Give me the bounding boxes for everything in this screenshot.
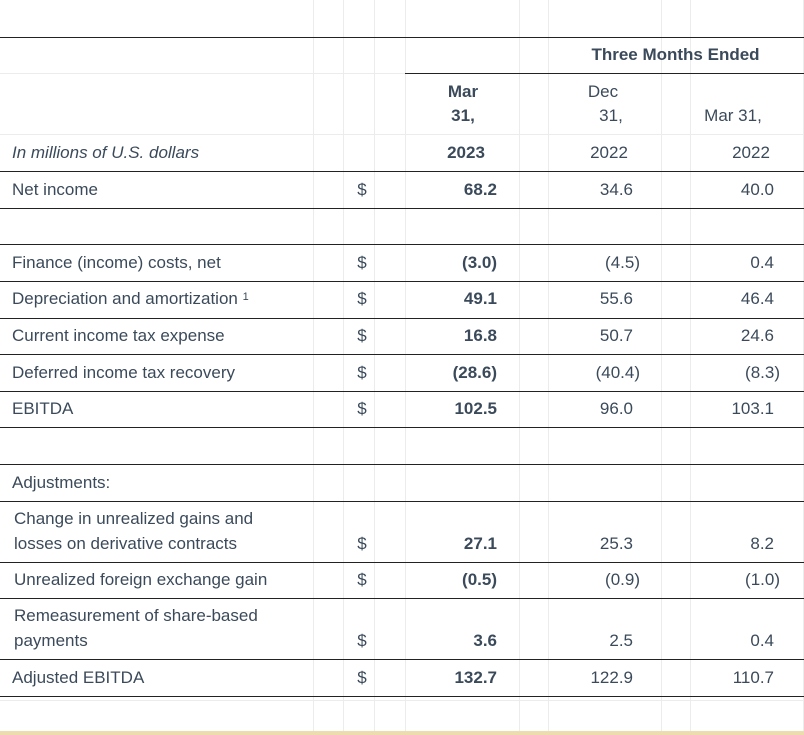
col2-year: 2022 (590, 143, 628, 162)
currency-symbol: $ (357, 180, 367, 199)
ebitda-col1: 102.5 (454, 399, 497, 418)
period-group-title: Three Months Ended (591, 45, 760, 64)
row-depreciation-label: Depreciation and amortization 1 (12, 287, 249, 311)
deferred-tax-col2: (40.4) (595, 363, 640, 382)
depreciation-col1: 49.1 (463, 289, 497, 308)
current-tax-col2: 50.7 (599, 326, 633, 345)
net-income-col3: 40.0 (740, 180, 774, 199)
row-deferred-tax-label: Deferred income tax recovery (12, 363, 235, 382)
col2-header-line2: 31, (599, 106, 623, 125)
row-adjusted-ebitda-label: Adjusted EBITDA (12, 668, 145, 687)
share-based-col3: 0.4 (750, 631, 774, 650)
col2-header-line1: Dec (587, 82, 619, 101)
row-net-income-label: Net income (12, 180, 98, 199)
row-derivatives-label-line2: losses on derivative contracts (14, 534, 237, 553)
currency-symbol: $ (357, 668, 367, 687)
adjusted-ebitda-col2: 122.9 (590, 668, 633, 687)
depreciation-col3: 46.4 (740, 289, 774, 308)
fx-gain-col2: (0.9) (605, 570, 640, 589)
derivatives-col2: 25.3 (599, 534, 633, 553)
currency-symbol: $ (357, 363, 367, 382)
currency-symbol: $ (357, 631, 367, 650)
footnote-marker: 1 (242, 291, 249, 303)
depreciation-col2: 55.6 (599, 289, 633, 308)
net-income-col2: 34.6 (599, 180, 633, 199)
currency-symbol: $ (357, 534, 367, 553)
ebitda-col2: 96.0 (599, 399, 633, 418)
share-based-col1: 3.6 (473, 631, 497, 650)
row-fx-gain-label: Unrealized foreign exchange gain (14, 570, 268, 589)
currency-symbol: $ (357, 570, 367, 589)
row-derivatives-label-line1: Change in unrealized gains and (14, 509, 254, 528)
col1-header-line1: Mar (447, 82, 479, 101)
share-based-col2: 2.5 (609, 631, 633, 650)
adjusted-ebitda-col3: 110.7 (732, 668, 774, 687)
derivatives-col1: 27.1 (463, 534, 497, 553)
adjustments-heading: Adjustments: (12, 473, 111, 492)
finance-col2: (4.5) (605, 253, 640, 272)
ebitda-col3: 103.1 (731, 399, 774, 418)
deferred-tax-col1: (28.6) (452, 363, 497, 382)
net-income-col1: 68.2 (463, 180, 497, 199)
current-tax-col1: 16.8 (463, 326, 497, 345)
currency-symbol: $ (357, 326, 367, 345)
depreciation-label-text: Depreciation and amortization (12, 289, 238, 308)
currency-symbol: $ (357, 289, 367, 308)
col3-header-line1: Mar 31, (704, 106, 762, 125)
finance-col3: 0.4 (750, 253, 774, 272)
adjusted-ebitda-col1: 132.7 (454, 668, 497, 687)
bottom-accent-bar (0, 731, 804, 735)
col1-header-line2: 31, (451, 106, 475, 125)
currency-symbol: $ (357, 399, 367, 418)
currency-symbol: $ (357, 253, 367, 272)
fx-gain-col1: (0.5) (462, 570, 497, 589)
fx-gain-col3: (1.0) (745, 570, 780, 589)
col1-year: 2023 (447, 143, 485, 162)
row-share-based-label-line1: Remeasurement of share-based (14, 606, 258, 625)
finance-col1: (3.0) (462, 253, 497, 272)
col3-year: 2022 (732, 143, 770, 162)
row-ebitda-label: EBITDA (12, 399, 74, 418)
row-share-based-label-line2: payments (14, 631, 88, 650)
units-label: In millions of U.S. dollars (12, 143, 200, 162)
current-tax-col3: 24.6 (740, 326, 774, 345)
row-finance-label: Finance (income) costs, net (12, 253, 221, 272)
row-current-tax-label: Current income tax expense (12, 326, 225, 345)
deferred-tax-col3: (8.3) (745, 363, 780, 382)
derivatives-col3: 8.2 (750, 534, 774, 553)
